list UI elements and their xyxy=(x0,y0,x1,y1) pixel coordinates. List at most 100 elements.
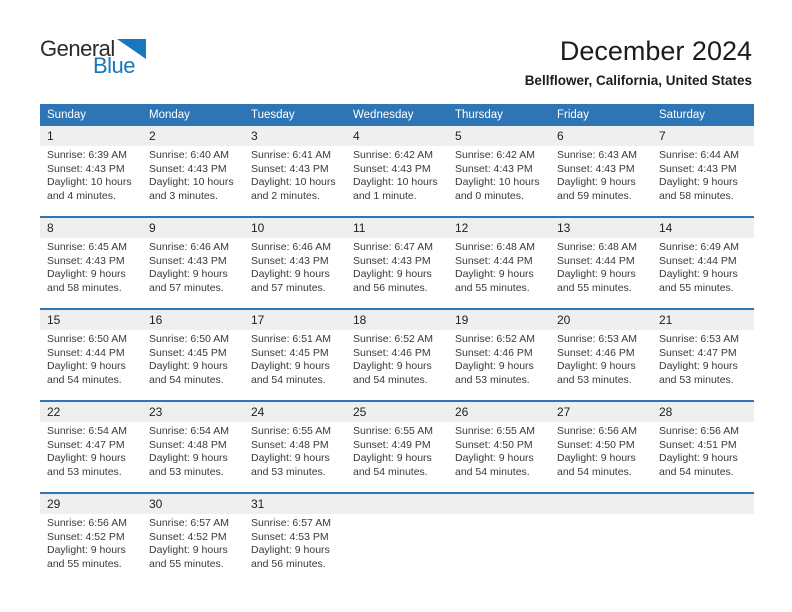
daylight-text: Daylight: 9 hours and 55 minutes. xyxy=(659,268,738,294)
sunrise-text: Sunrise: 6:50 AM xyxy=(149,333,229,345)
day-cell-7: Sunrise: 6:44 AM Sunset: 4:43 PM Daylight:… xyxy=(652,146,754,216)
day-cell-empty xyxy=(550,514,652,584)
sunrise-text: Sunrise: 6:57 AM xyxy=(251,517,331,529)
day-cell-31: Sunrise: 6:57 AM Sunset: 4:53 PM Daylight:… xyxy=(244,514,346,584)
day-number-13: 13 xyxy=(557,221,571,235)
sunset-text: Sunset: 4:50 PM xyxy=(557,438,635,451)
calendar-weeks: 1 2 3 4 5 6 7 Sunrise: 6:39 AM Sunset: 4:43 PM Da… xyxy=(40,126,754,584)
day-cell-10: Sunrise: 6:46 AM Sunset: 4:43 PM Daylight:… xyxy=(244,238,346,308)
day-number-band: 1 2 3 4 5 6 7 xyxy=(40,126,754,146)
sunset-text: Sunset: 4:48 PM xyxy=(149,438,227,451)
sunset-text: Sunset: 4:46 PM xyxy=(455,346,533,359)
daylight-text: Daylight: 9 hours and 54 minutes. xyxy=(557,452,636,478)
sunset-text: Sunset: 4:45 PM xyxy=(251,346,329,359)
sunset-text: Sunset: 4:43 PM xyxy=(47,162,125,175)
day-number-10: 10 xyxy=(251,221,265,235)
sunrise-text: Sunrise: 6:42 AM xyxy=(353,149,433,161)
weekday-header-monday: Monday xyxy=(149,109,190,121)
day-cell-24: Sunrise: 6:55 AM Sunset: 4:48 PM Daylight:… xyxy=(244,422,346,492)
daylight-text: Daylight: 10 hours and 4 minutes. xyxy=(47,176,132,202)
sunrise-text: Sunrise: 6:56 AM xyxy=(47,517,127,529)
sunset-text: Sunset: 4:43 PM xyxy=(353,254,431,267)
sunset-text: Sunset: 4:52 PM xyxy=(149,530,227,543)
daylight-text: Daylight: 9 hours and 57 minutes. xyxy=(251,268,330,294)
sunrise-text: Sunrise: 6:55 AM xyxy=(455,425,535,437)
day-number-19: 19 xyxy=(455,313,469,327)
sunrise-text: Sunrise: 6:50 AM xyxy=(47,333,127,345)
daylight-text: Daylight: 9 hours and 56 minutes. xyxy=(353,268,432,294)
sunset-text: Sunset: 4:44 PM xyxy=(557,254,635,267)
daylight-text: Daylight: 10 hours and 3 minutes. xyxy=(149,176,234,202)
daylight-text: Daylight: 9 hours and 54 minutes. xyxy=(251,360,330,386)
sunrise-text: Sunrise: 6:45 AM xyxy=(47,241,127,253)
day-number-16: 16 xyxy=(149,313,163,327)
sunset-text: Sunset: 4:45 PM xyxy=(149,346,227,359)
sunrise-text: Sunrise: 6:54 AM xyxy=(149,425,229,437)
daylight-text: Daylight: 9 hours and 54 minutes. xyxy=(659,452,738,478)
daylight-text: Daylight: 9 hours and 55 minutes. xyxy=(149,544,228,570)
daylight-text: Daylight: 9 hours and 55 minutes. xyxy=(557,268,636,294)
daylight-text: Daylight: 9 hours and 59 minutes. xyxy=(557,176,636,202)
day-cell-6: Sunrise: 6:43 AM Sunset: 4:43 PM Daylight:… xyxy=(550,146,652,216)
sunrise-text: Sunrise: 6:43 AM xyxy=(557,149,637,161)
sunset-text: Sunset: 4:47 PM xyxy=(659,346,737,359)
day-details-row: Sunrise: 6:56 AM Sunset: 4:52 PM Daylight:… xyxy=(40,514,754,584)
sunrise-text: Sunrise: 6:52 AM xyxy=(353,333,433,345)
day-number-17: 17 xyxy=(251,313,265,327)
daylight-text: Daylight: 9 hours and 55 minutes. xyxy=(455,268,534,294)
day-cell-27: Sunrise: 6:56 AM Sunset: 4:50 PM Daylight:… xyxy=(550,422,652,492)
weekday-header-saturday: Saturday xyxy=(659,109,706,121)
sunset-text: Sunset: 4:43 PM xyxy=(455,162,533,175)
day-cell-5: Sunrise: 6:42 AM Sunset: 4:43 PM Daylight:… xyxy=(448,146,550,216)
day-number-8: 8 xyxy=(47,221,54,235)
day-cell-empty xyxy=(346,514,448,584)
day-cell-17: Sunrise: 6:51 AM Sunset: 4:45 PM Daylight:… xyxy=(244,330,346,400)
sunset-text: Sunset: 4:43 PM xyxy=(47,254,125,267)
daylight-text: Daylight: 9 hours and 54 minutes. xyxy=(353,360,432,386)
sunrise-text: Sunrise: 6:39 AM xyxy=(47,149,127,161)
day-number-1: 1 xyxy=(47,129,54,143)
day-details-row: Sunrise: 6:50 AM Sunset: 4:44 PM Daylight:… xyxy=(40,330,754,400)
sunrise-text: Sunrise: 6:53 AM xyxy=(659,333,739,345)
day-details-row: Sunrise: 6:39 AM Sunset: 4:43 PM Daylight:… xyxy=(40,146,754,216)
day-number-4: 4 xyxy=(353,129,360,143)
sunset-text: Sunset: 4:49 PM xyxy=(353,438,431,451)
daylight-text: Daylight: 9 hours and 53 minutes. xyxy=(149,452,228,478)
day-number-23: 23 xyxy=(149,405,163,419)
daylight-text: Daylight: 9 hours and 56 minutes. xyxy=(251,544,330,570)
daylight-text: Daylight: 9 hours and 54 minutes. xyxy=(455,452,534,478)
sunset-text: Sunset: 4:53 PM xyxy=(251,530,329,543)
sunset-text: Sunset: 4:48 PM xyxy=(251,438,329,451)
sunrise-text: Sunrise: 6:56 AM xyxy=(557,425,637,437)
day-number-30: 30 xyxy=(149,497,163,511)
day-cell-2: Sunrise: 6:40 AM Sunset: 4:43 PM Daylight:… xyxy=(142,146,244,216)
day-number-7: 7 xyxy=(659,129,666,143)
sunset-text: Sunset: 4:43 PM xyxy=(251,254,329,267)
day-cell-4: Sunrise: 6:42 AM Sunset: 4:43 PM Daylight:… xyxy=(346,146,448,216)
day-number-5: 5 xyxy=(455,129,462,143)
sunrise-text: Sunrise: 6:48 AM xyxy=(557,241,637,253)
day-number-band: 15 16 17 18 19 20 21 xyxy=(40,310,754,330)
sunrise-text: Sunrise: 6:56 AM xyxy=(659,425,739,437)
weekday-header-wednesday: Wednesday xyxy=(353,109,414,121)
daylight-text: Daylight: 9 hours and 53 minutes. xyxy=(557,360,636,386)
day-number-20: 20 xyxy=(557,313,571,327)
sunrise-text: Sunrise: 6:52 AM xyxy=(455,333,535,345)
sunset-text: Sunset: 4:43 PM xyxy=(149,162,227,175)
sunrise-text: Sunrise: 6:48 AM xyxy=(455,241,535,253)
logo-triangle-icon xyxy=(116,39,146,59)
day-cell-15: Sunrise: 6:50 AM Sunset: 4:44 PM Daylight:… xyxy=(40,330,142,400)
day-number-22: 22 xyxy=(47,405,61,419)
week-row: 1 2 3 4 5 6 7 Sunrise: 6:39 AM Sunset: 4:43 PM Da… xyxy=(40,126,754,216)
day-number-empty xyxy=(448,494,550,514)
day-cell-13: Sunrise: 6:48 AM Sunset: 4:44 PM Daylight:… xyxy=(550,238,652,308)
daylight-text: Daylight: 10 hours and 2 minutes. xyxy=(251,176,336,202)
sunrise-text: Sunrise: 6:46 AM xyxy=(251,241,331,253)
day-cell-14: Sunrise: 6:49 AM Sunset: 4:44 PM Daylight:… xyxy=(652,238,754,308)
day-cell-18: Sunrise: 6:52 AM Sunset: 4:46 PM Daylight:… xyxy=(346,330,448,400)
day-number-band: 22 23 24 25 26 27 28 xyxy=(40,402,754,422)
logo-text-general: General xyxy=(40,36,115,61)
sunset-text: Sunset: 4:44 PM xyxy=(659,254,737,267)
daylight-text: Daylight: 9 hours and 53 minutes. xyxy=(455,360,534,386)
logo-text-blue: Blue xyxy=(93,53,136,78)
